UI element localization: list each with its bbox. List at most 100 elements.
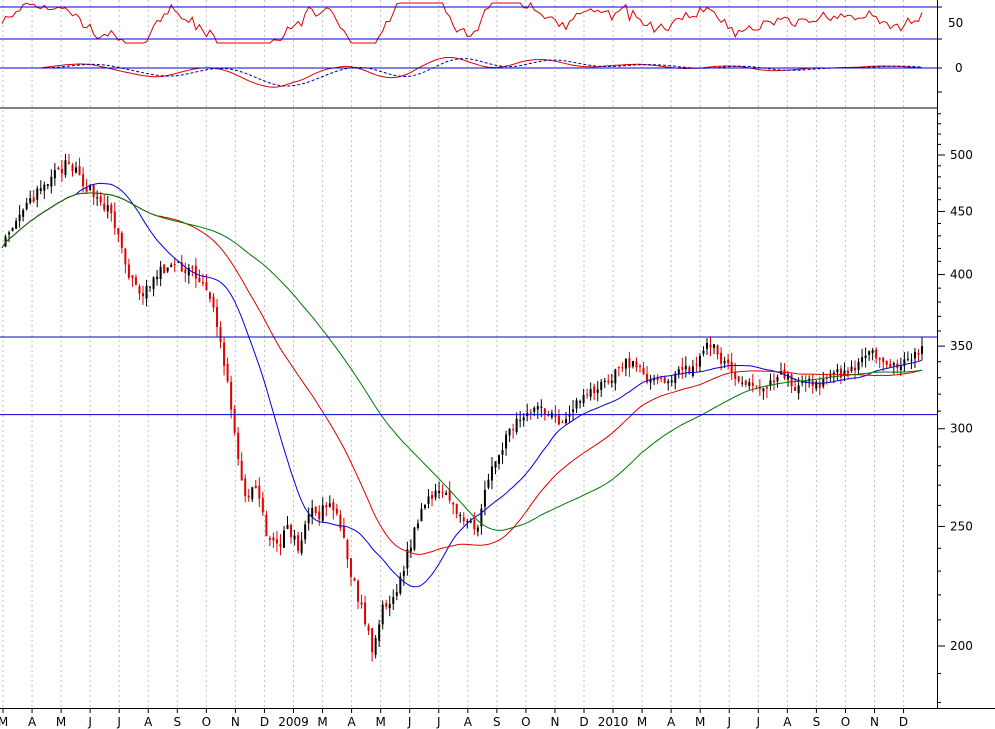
candle-body	[15, 221, 18, 229]
candle-body	[120, 232, 123, 248]
ma-short-line	[1, 182, 923, 588]
x-tick-label: A	[28, 715, 37, 729]
candle-body	[480, 508, 483, 527]
candle-body	[854, 367, 857, 371]
candle-body	[304, 524, 307, 540]
x-tick-label: M	[637, 715, 647, 729]
candle-body	[529, 412, 532, 414]
candle-body	[106, 205, 109, 212]
candle-body	[300, 540, 303, 554]
candle-body	[297, 535, 300, 551]
candle-body	[438, 490, 441, 494]
x-tick-label: J	[87, 715, 92, 729]
candle-body	[889, 363, 892, 367]
candle-body	[832, 372, 835, 374]
candle-body	[734, 371, 737, 379]
candle-body	[660, 377, 663, 379]
candle-body	[92, 184, 95, 198]
candle-body	[307, 514, 310, 524]
candle-body	[166, 267, 169, 272]
candle-body	[720, 352, 723, 364]
candle-body	[413, 527, 416, 550]
horizontal-line-layer	[0, 6, 937, 416]
candle-body	[99, 196, 102, 203]
candlestick-series	[4, 153, 923, 662]
candle-body	[39, 188, 42, 192]
candle-body	[589, 388, 592, 397]
candle-body	[385, 603, 388, 607]
candle-body	[145, 285, 148, 299]
candle-body	[113, 211, 116, 228]
candle-body	[910, 359, 913, 361]
candle-body	[790, 374, 793, 387]
x-tick-label: O	[202, 715, 211, 729]
x-tick-label: D	[899, 715, 908, 729]
candle-body	[878, 358, 881, 360]
x-tick-label: S	[813, 715, 821, 729]
candle-body	[261, 497, 264, 513]
candle-body	[593, 386, 596, 393]
candle-body	[730, 361, 733, 373]
candle-body	[184, 269, 187, 274]
candle-body	[367, 625, 370, 631]
candle-body	[360, 602, 363, 605]
candle-body	[208, 292, 211, 299]
candle-body	[349, 558, 352, 577]
candle-body	[258, 485, 261, 499]
candle-body	[631, 360, 634, 367]
candle-body	[536, 406, 539, 410]
candle-body	[582, 394, 585, 404]
candle-body	[286, 524, 289, 529]
candle-body	[765, 386, 768, 389]
candle-body	[579, 401, 582, 403]
candle-body	[448, 490, 451, 501]
candle-body	[53, 170, 56, 179]
candle-body	[635, 361, 638, 368]
candle-body	[646, 373, 649, 383]
candle-body	[547, 415, 550, 417]
candle-body	[445, 492, 448, 495]
candle-body	[639, 365, 642, 367]
candle-body	[861, 357, 864, 363]
x-tick-label: N	[870, 715, 879, 729]
x-tick-label: N	[550, 715, 559, 729]
candle-body	[392, 597, 395, 604]
candle-body	[494, 461, 497, 468]
candle-body	[839, 368, 842, 378]
x-tick-label: O	[521, 715, 530, 729]
axis-layer: M A M J J A S O N D 2009 M A M J J A S O N D 2010 M A M J J A S O N D 20…	[0, 6, 973, 729]
x-tick-label: 2009	[278, 715, 309, 729]
candle-body	[487, 479, 490, 488]
candle-body	[455, 503, 458, 514]
x-tick-label: A	[783, 715, 792, 729]
candle-body	[219, 327, 222, 343]
candle-body	[614, 369, 617, 384]
candle-body	[829, 375, 832, 377]
candle-body	[801, 381, 804, 383]
candle-body	[212, 296, 215, 308]
candle-body	[797, 385, 800, 394]
candle-body	[716, 345, 719, 355]
candle-body	[198, 277, 201, 283]
x-tick-label: S	[493, 715, 501, 729]
candle-body	[917, 352, 920, 355]
candle-body	[473, 519, 476, 530]
candle-body	[875, 349, 878, 359]
candle-body	[374, 638, 377, 655]
oscillator-panel	[1, 2, 923, 88]
candle-body	[103, 203, 106, 210]
candle-body	[423, 505, 426, 508]
candle-body	[476, 527, 479, 532]
y-tick-label: 200	[950, 639, 973, 653]
candle-body	[25, 202, 28, 210]
x-tick-label: O	[841, 715, 850, 729]
candle-body	[427, 496, 430, 504]
moving-average-layer	[1, 182, 923, 588]
candle-body	[610, 381, 613, 383]
candle-body	[409, 547, 412, 552]
candle-body	[381, 604, 384, 625]
candle-body	[783, 369, 786, 379]
candle-body	[268, 538, 271, 540]
candle-body	[727, 359, 730, 364]
